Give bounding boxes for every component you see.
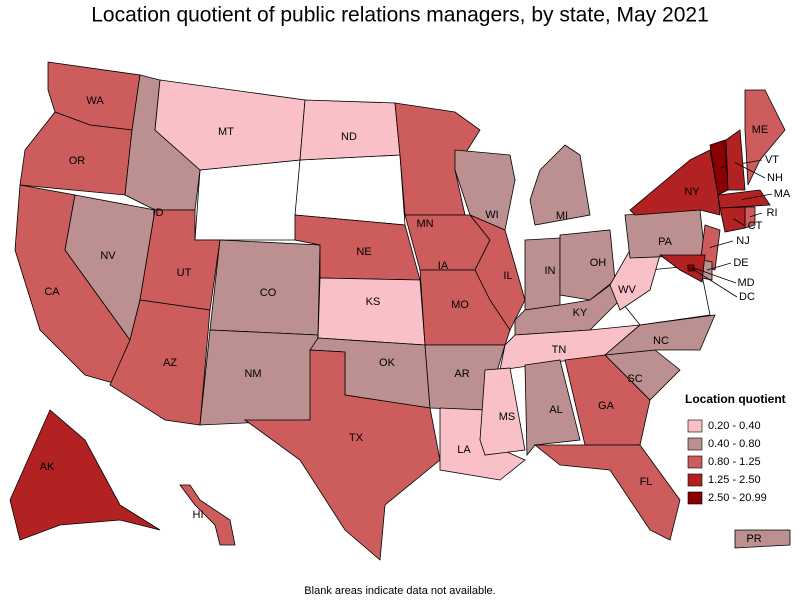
leader-line <box>706 262 732 271</box>
legend-label: 1.25 - 2.50 <box>708 474 761 486</box>
state-label: OR <box>69 155 86 167</box>
state <box>9 409 161 541</box>
state <box>734 529 791 549</box>
state-label: MN <box>416 218 433 230</box>
legend-label: 2.50 - 20.99 <box>708 492 767 504</box>
state-label: TN <box>552 344 567 356</box>
state-label: AR <box>454 368 469 380</box>
state-label: NC <box>653 335 669 347</box>
legend-label: 0.20 - 0.40 <box>708 420 761 432</box>
state <box>624 209 706 259</box>
state <box>719 206 746 233</box>
state <box>109 299 211 426</box>
state-label: CO <box>260 287 277 299</box>
legend-swatch <box>687 419 703 433</box>
state-label: DC <box>739 291 755 303</box>
state <box>564 354 651 446</box>
state <box>469 214 526 331</box>
state-label: AZ <box>163 357 177 369</box>
state-label: DE <box>733 257 748 269</box>
state-label: IL <box>503 270 512 282</box>
state-label: ID <box>153 207 164 219</box>
legend-swatch <box>687 455 703 469</box>
state-label: CA <box>44 286 60 298</box>
state <box>658 254 706 283</box>
state-label: GA <box>598 400 615 412</box>
state-label: KY <box>573 307 588 319</box>
state <box>725 129 746 191</box>
state <box>479 367 526 456</box>
state-label: IN <box>545 265 556 277</box>
state <box>179 484 236 546</box>
state-label: WV <box>618 284 636 296</box>
state-label: NV <box>100 250 116 262</box>
state-label: ME <box>752 124 769 136</box>
leader-line <box>734 162 766 179</box>
state-label: LA <box>457 444 471 456</box>
state-label: KS <box>366 296 381 308</box>
map-title: Location quotient of public relations ma… <box>91 4 709 27</box>
legend-title: Location quotient <box>685 392 786 406</box>
legend-swatch <box>687 437 703 451</box>
state-label: NY <box>684 186 700 198</box>
legend-swatch <box>687 473 703 487</box>
state-label: VT <box>765 154 779 166</box>
state-label: SC <box>627 373 642 385</box>
state-label: IA <box>438 260 449 272</box>
leader-line <box>733 218 746 227</box>
state-label: WA <box>86 95 104 107</box>
blank-state <box>194 159 301 241</box>
state-label: MT <box>218 126 234 138</box>
state-label: OH <box>590 257 607 269</box>
state <box>529 144 591 226</box>
blank-state <box>294 154 406 226</box>
state-label: FL <box>640 476 653 488</box>
state-label: TX <box>349 432 364 444</box>
state-label: RI <box>767 207 778 219</box>
leader-line <box>749 212 763 218</box>
state <box>533 444 681 541</box>
state-label: PR <box>746 533 761 545</box>
state-label: NE <box>356 246 371 258</box>
state-label: PA <box>658 236 673 248</box>
state-label: NJ <box>736 235 749 247</box>
state-label: AK <box>40 461 55 473</box>
state-label: NM <box>244 368 261 380</box>
state-label: MI <box>556 210 568 222</box>
state-label: OK <box>379 357 396 369</box>
state <box>419 269 511 346</box>
state <box>154 79 306 171</box>
state-label: MS <box>499 411 516 423</box>
state-label: MA <box>774 188 791 200</box>
state <box>394 102 481 216</box>
note: Blank areas indicate data not available. <box>304 585 495 597</box>
state <box>609 249 661 311</box>
state-label: MD <box>737 277 754 289</box>
state-label: WI <box>485 209 498 221</box>
state <box>603 314 716 356</box>
state <box>317 277 426 346</box>
state <box>243 349 441 561</box>
state-label: AL <box>549 404 562 416</box>
state-label: ND <box>341 131 357 143</box>
leader-line <box>686 265 737 284</box>
state-label: HI <box>193 509 204 521</box>
state <box>629 149 721 216</box>
state-label: MO <box>451 299 469 311</box>
legend-label: 0.80 - 1.25 <box>708 456 761 468</box>
state <box>559 229 616 301</box>
state-label: NH <box>767 172 783 184</box>
legend-label: 0.40 - 0.80 <box>708 438 761 450</box>
state-label: CT <box>748 220 763 232</box>
leader-line <box>741 193 773 200</box>
leader-line <box>690 267 738 298</box>
legend-swatch <box>687 491 703 505</box>
state <box>524 359 581 457</box>
state-label: UT <box>177 267 192 279</box>
leader-line <box>709 240 734 248</box>
